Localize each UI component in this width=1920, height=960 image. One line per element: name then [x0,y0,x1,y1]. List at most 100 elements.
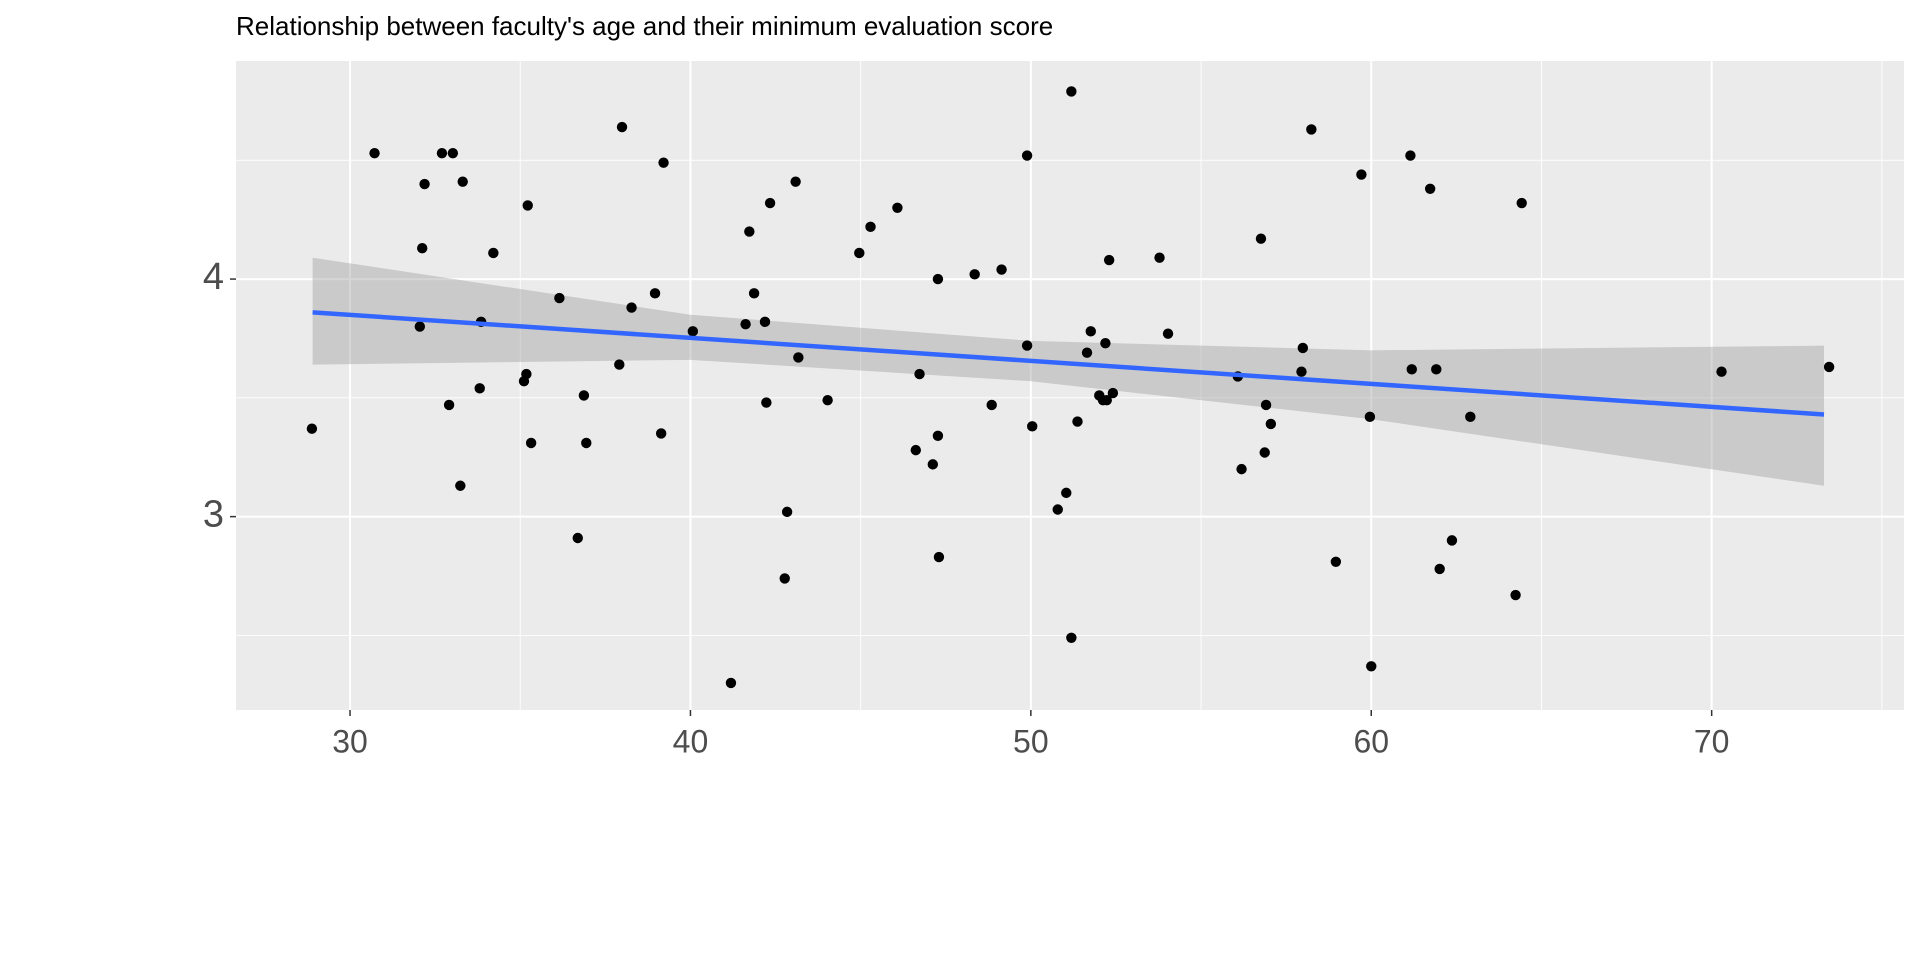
point [1330,556,1342,567]
point [578,390,590,401]
point [1052,504,1063,515]
point [1716,366,1727,377]
y-tick-label: 4 [203,256,224,298]
point [581,437,592,449]
point [764,197,776,209]
point [1061,487,1072,499]
x-tick-label: 50 [1013,723,1049,759]
point [1100,338,1111,349]
point [1446,535,1458,546]
point [614,359,625,370]
chart-title: Relationship between faculty's age and t… [236,11,1053,41]
point [572,532,583,544]
point [933,551,945,563]
point [488,247,499,259]
point [1085,326,1096,337]
point [892,202,903,214]
point [1072,416,1083,427]
point [986,399,997,411]
point [1406,364,1417,375]
point [436,147,448,159]
point [447,147,459,159]
point [1066,86,1077,97]
point [790,176,801,187]
panel [236,61,1904,710]
point [443,399,455,411]
point [1434,563,1445,575]
point [522,200,533,211]
point [1021,340,1033,351]
point [616,121,628,133]
point [1296,366,1307,377]
point [748,288,760,299]
point [474,383,485,394]
point [626,302,637,313]
point [1306,124,1317,135]
point [865,221,876,233]
point [1021,150,1033,161]
point [1516,197,1527,209]
point [1260,399,1272,411]
point [1364,411,1376,423]
point [1366,661,1377,672]
point [1154,252,1165,263]
point [996,264,1007,275]
point [369,147,380,159]
point [419,178,430,190]
point [1259,447,1270,458]
point [969,269,980,280]
x-tick-label: 70 [1694,723,1730,759]
point [1405,150,1416,161]
point [1431,364,1442,375]
x-tick-label: 40 [673,723,709,759]
fit-line [312,310,1825,417]
point [457,176,468,187]
x-tick-label: 30 [332,723,368,759]
point [1162,328,1174,339]
point [1297,342,1309,354]
point [417,242,428,254]
point [822,395,833,406]
point [1236,463,1247,475]
point [1101,395,1112,406]
point [658,157,669,168]
point [1356,169,1367,180]
point [854,247,865,259]
point [793,352,804,363]
point [744,226,755,237]
point [1255,233,1267,244]
point [932,430,944,442]
point [740,319,751,330]
point [525,437,537,449]
point [1107,387,1119,399]
point [761,397,772,408]
point [687,326,699,337]
point [1465,411,1476,423]
point [649,288,661,299]
y-tick-label: 3 [203,494,224,536]
point [1081,347,1093,358]
point [1823,361,1835,373]
point [306,423,318,434]
point [518,376,530,387]
point [759,316,771,328]
point [779,573,790,584]
confidence-band [312,257,1825,486]
point [781,506,793,518]
point [932,273,944,285]
point [1424,183,1436,195]
point [655,428,667,439]
point [1027,421,1038,432]
point [554,292,565,304]
point [455,480,466,491]
point [1510,589,1521,601]
point [1066,632,1077,643]
point [1103,254,1115,266]
point [914,368,925,380]
point [414,321,426,332]
point [1265,418,1277,430]
point [910,444,921,456]
point [927,459,939,470]
x-tick-label: 60 [1353,723,1389,759]
